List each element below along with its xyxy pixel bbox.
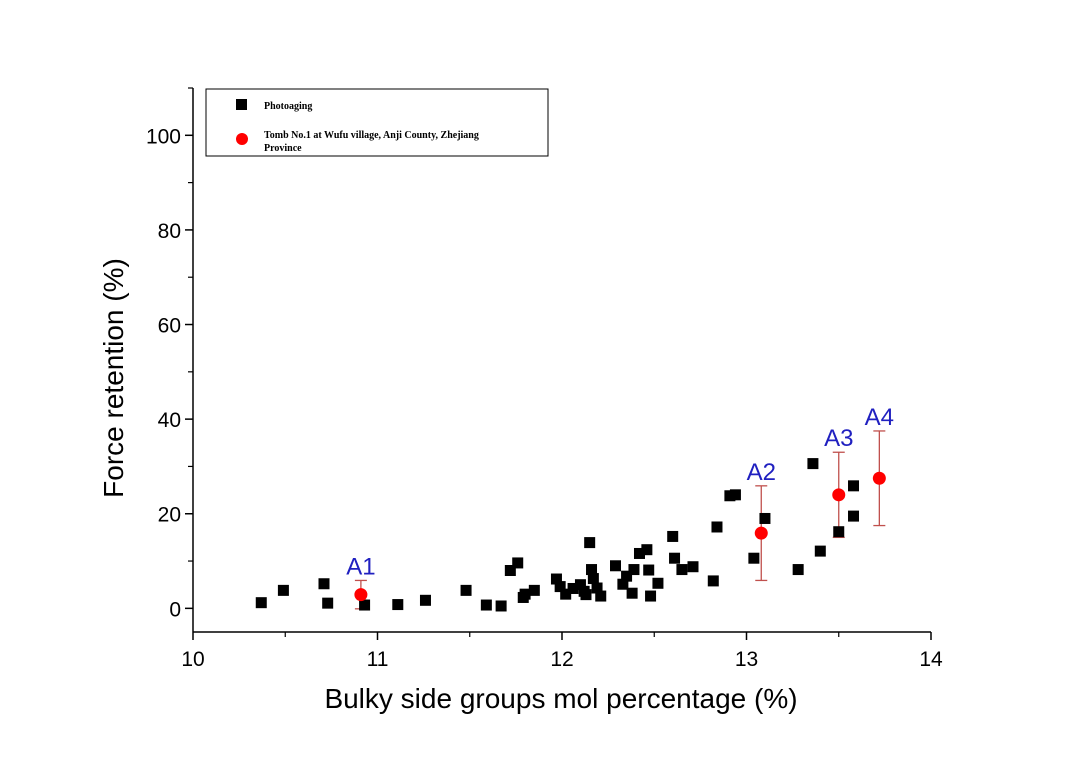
x-tick-label: 10 xyxy=(181,648,204,671)
y-tick-label: 0 xyxy=(169,598,181,621)
photoaging-point xyxy=(587,573,599,585)
photoaging-point xyxy=(480,599,492,611)
tomb-point-label: A4 xyxy=(865,404,894,431)
photoaging-point xyxy=(560,588,572,600)
legend: Photoaging Tomb No.1 at Wufu village, An… xyxy=(205,88,549,157)
point-labels: A1 A2 A3 A4 xyxy=(346,404,894,580)
photoaging-point xyxy=(550,573,562,585)
x-tick-label: 12 xyxy=(550,648,573,671)
photoaging-point xyxy=(807,458,819,470)
photoaging-point xyxy=(419,594,431,606)
y-tick-label: 100 xyxy=(146,125,181,148)
y-axis-label: Force retention (%) xyxy=(98,258,129,498)
photoaging-point xyxy=(652,577,664,589)
x-axis-label: Bulky side groups mol percentage (%) xyxy=(324,683,797,714)
photoaging-point xyxy=(617,578,629,590)
photoaging-point xyxy=(628,564,640,576)
legend-label-tomb-line2: Province xyxy=(264,143,302,154)
photoaging-point xyxy=(676,564,688,576)
photoaging-point xyxy=(580,589,592,601)
axes: 10 11 12 13 14 0 20 40 60 80 100 xyxy=(146,87,943,671)
tomb-point xyxy=(754,526,768,540)
photoaging-point xyxy=(392,599,404,611)
photoaging-point xyxy=(574,579,586,591)
photoaging-point xyxy=(729,489,741,501)
photoaging-point xyxy=(318,578,330,590)
photoaging-point xyxy=(645,590,657,602)
photoaging-point xyxy=(641,544,653,556)
x-tick-label: 14 xyxy=(919,648,943,671)
tomb-point-label: A3 xyxy=(824,425,853,452)
photoaging-point xyxy=(528,584,540,596)
y-tick-label: 40 xyxy=(158,409,181,432)
photoaging-point xyxy=(667,530,679,542)
y-tick-label: 20 xyxy=(158,504,181,527)
photoaging-point xyxy=(643,564,655,576)
photoaging-point xyxy=(707,575,719,587)
tomb-point-label: A2 xyxy=(747,459,776,486)
data-points xyxy=(255,458,886,612)
photoaging-point xyxy=(724,490,736,502)
photoaging-point xyxy=(359,599,371,611)
photoaging-point xyxy=(554,581,566,593)
photoaging-point xyxy=(669,552,681,564)
legend-marker-tomb xyxy=(236,133,248,145)
photoaging-point xyxy=(848,510,860,522)
legend-marker-photoaging xyxy=(236,99,247,110)
photoaging-point xyxy=(591,582,603,594)
x-tick-label: 11 xyxy=(367,648,389,671)
photoaging-point xyxy=(567,582,579,594)
photoaging-point xyxy=(460,584,472,596)
tomb-point xyxy=(354,588,368,602)
photoaging-point xyxy=(586,564,598,576)
photoaging-point xyxy=(626,587,638,599)
photoaging-point xyxy=(322,597,334,609)
photoaging-point xyxy=(519,588,531,600)
photoaging-point xyxy=(687,561,699,573)
tomb-point xyxy=(832,488,846,502)
legend-box xyxy=(205,88,549,157)
photoaging-point xyxy=(792,564,804,576)
photoaging-point xyxy=(595,590,607,602)
tomb-point xyxy=(872,471,886,485)
legend-label-tomb-line1: Tomb No.1 at Wufu village, Anji County, … xyxy=(264,130,479,141)
tomb-point-label: A1 xyxy=(346,553,375,580)
photoaging-point xyxy=(759,512,771,524)
photoaging-point xyxy=(495,600,507,612)
legend-label-photoaging: Photoaging xyxy=(264,101,312,112)
y-tick-label: 60 xyxy=(158,315,181,338)
photoaging-point xyxy=(621,570,633,582)
x-tick-label: 13 xyxy=(735,648,758,671)
photoaging-point xyxy=(833,526,845,538)
photoaging-point xyxy=(584,537,596,549)
photoaging-point xyxy=(748,552,760,564)
photoaging-point xyxy=(711,521,723,533)
photoaging-point xyxy=(633,547,645,559)
y-tick-label: 80 xyxy=(158,220,181,243)
photoaging-point xyxy=(512,557,524,569)
photoaging-point xyxy=(610,560,622,572)
photoaging-point xyxy=(848,480,860,492)
photoaging-point xyxy=(255,597,267,609)
photoaging-point xyxy=(277,584,289,596)
photoaging-point xyxy=(814,545,826,557)
photoaging-point xyxy=(504,565,516,577)
